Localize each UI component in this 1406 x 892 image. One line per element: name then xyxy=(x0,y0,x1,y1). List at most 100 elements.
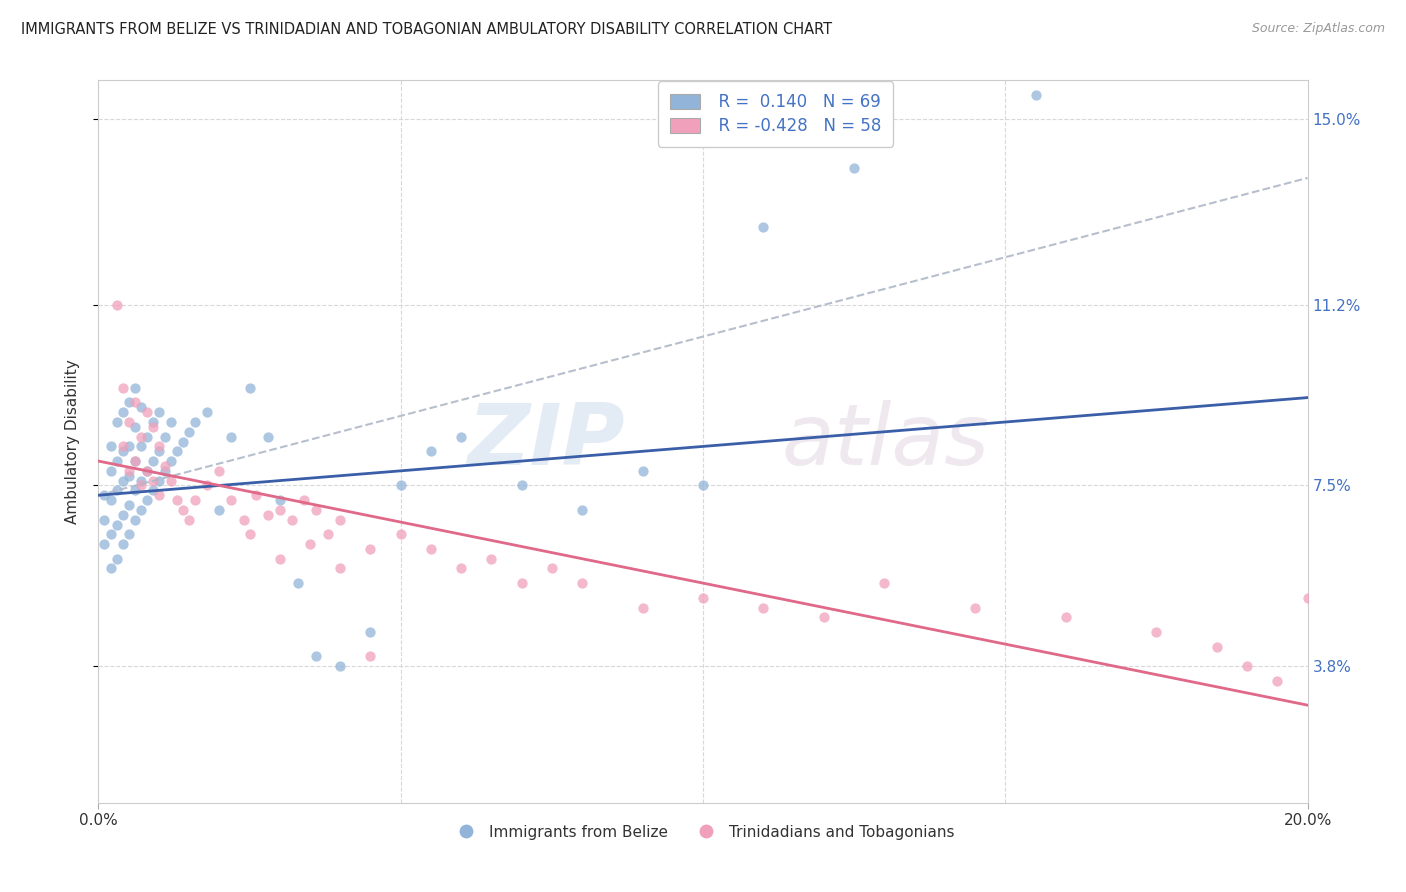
Point xyxy=(360,541,382,556)
Y-axis label: Ambulatory Disability: Ambulatory Disability xyxy=(65,359,80,524)
Point xyxy=(124,395,146,409)
Point xyxy=(571,576,593,591)
Point xyxy=(100,493,122,508)
Point xyxy=(111,381,134,395)
Point xyxy=(111,444,134,458)
Point xyxy=(166,493,188,508)
Point xyxy=(269,551,291,566)
Point xyxy=(100,527,122,541)
Point xyxy=(142,474,165,488)
Point xyxy=(179,425,201,439)
Point xyxy=(129,478,152,492)
Point xyxy=(221,493,243,508)
Point xyxy=(105,551,128,566)
Point xyxy=(172,503,194,517)
Point xyxy=(129,430,152,444)
Point xyxy=(844,161,866,176)
Point xyxy=(269,493,291,508)
Point xyxy=(124,483,146,498)
Point xyxy=(172,434,194,449)
Point xyxy=(420,444,443,458)
Point xyxy=(1267,673,1289,688)
Point xyxy=(965,600,987,615)
Legend: Immigrants from Belize, Trinidadians and Tobagonians: Immigrants from Belize, Trinidadians and… xyxy=(444,819,962,846)
Point xyxy=(239,527,262,541)
Point xyxy=(389,527,412,541)
Point xyxy=(153,430,176,444)
Point xyxy=(129,439,152,453)
Point xyxy=(124,454,146,468)
Point xyxy=(100,464,122,478)
Point xyxy=(129,474,152,488)
Point xyxy=(245,488,267,502)
Point xyxy=(184,493,207,508)
Point xyxy=(100,561,122,575)
Point xyxy=(153,458,176,473)
Point xyxy=(148,439,170,453)
Point xyxy=(316,527,339,541)
Point xyxy=(142,420,165,434)
Point xyxy=(571,503,593,517)
Point xyxy=(1206,640,1229,654)
Point xyxy=(129,401,152,415)
Point xyxy=(118,468,141,483)
Point xyxy=(269,503,291,517)
Text: Source: ZipAtlas.com: Source: ZipAtlas.com xyxy=(1251,22,1385,36)
Point xyxy=(135,493,157,508)
Point xyxy=(1054,610,1077,624)
Point xyxy=(111,537,134,551)
Point xyxy=(148,474,170,488)
Point xyxy=(360,649,382,664)
Point xyxy=(195,478,218,492)
Point xyxy=(195,405,218,419)
Point xyxy=(118,415,141,429)
Point xyxy=(142,483,165,498)
Point xyxy=(135,405,157,419)
Point xyxy=(124,454,146,468)
Point xyxy=(752,219,775,234)
Point xyxy=(692,478,714,492)
Point xyxy=(1296,591,1319,605)
Point xyxy=(142,415,165,429)
Point xyxy=(256,508,278,522)
Text: atlas: atlas xyxy=(782,400,990,483)
Point xyxy=(510,478,533,492)
Point xyxy=(135,464,157,478)
Point xyxy=(1144,624,1167,639)
Point xyxy=(631,464,654,478)
Point xyxy=(111,474,134,488)
Point xyxy=(135,430,157,444)
Point xyxy=(540,561,562,575)
Point xyxy=(329,659,352,673)
Point xyxy=(148,444,170,458)
Point xyxy=(111,508,134,522)
Point xyxy=(148,405,170,419)
Point xyxy=(124,513,146,527)
Point xyxy=(124,420,146,434)
Point xyxy=(118,464,141,478)
Point xyxy=(450,430,472,444)
Point xyxy=(135,464,157,478)
Point xyxy=(281,513,304,527)
Point xyxy=(873,576,896,591)
Point xyxy=(105,415,128,429)
Point xyxy=(292,493,315,508)
Point xyxy=(111,405,134,419)
Point xyxy=(160,454,183,468)
Text: IMMIGRANTS FROM BELIZE VS TRINIDADIAN AND TOBAGONIAN AMBULATORY DISABILITY CORRE: IMMIGRANTS FROM BELIZE VS TRINIDADIAN AN… xyxy=(21,22,832,37)
Point xyxy=(100,439,122,453)
Point xyxy=(305,649,328,664)
Point xyxy=(510,576,533,591)
Point xyxy=(239,381,262,395)
Point xyxy=(129,503,152,517)
Point xyxy=(389,478,412,492)
Point xyxy=(118,527,141,541)
Point xyxy=(329,561,352,575)
Point xyxy=(692,591,714,605)
Point xyxy=(160,415,183,429)
Point xyxy=(142,454,165,468)
Point xyxy=(329,513,352,527)
Point xyxy=(221,430,243,444)
Point xyxy=(1024,87,1046,102)
Point xyxy=(93,537,115,551)
